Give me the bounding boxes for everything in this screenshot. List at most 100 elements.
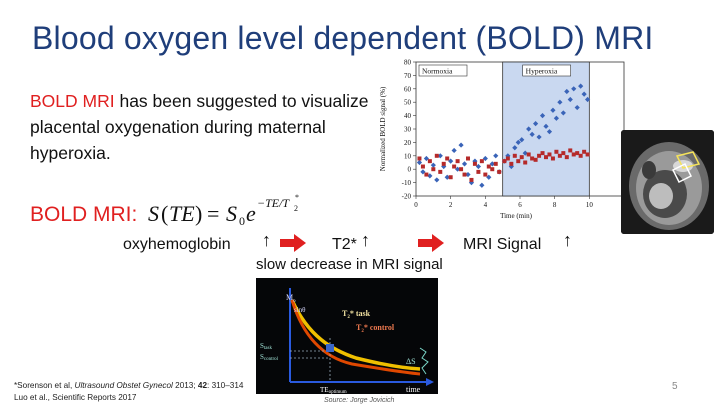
y-tick-label: 0 xyxy=(408,166,412,174)
data-point-blue xyxy=(571,86,577,92)
data-point-blue xyxy=(536,134,542,140)
data-point-blue xyxy=(420,169,426,175)
data-point-red xyxy=(512,153,517,158)
data-point-red xyxy=(466,156,470,161)
data-point-red xyxy=(575,151,580,156)
control-label: T xyxy=(356,323,362,332)
svg-text:T2* control: T2* control xyxy=(356,323,395,334)
data-point-blue xyxy=(574,104,580,111)
data-point-red xyxy=(523,160,528,165)
footnote-line-1: *Sorenson et al, Ultrasound Obstet Gynec… xyxy=(14,381,244,390)
data-point-red xyxy=(505,156,510,161)
data-point-blue xyxy=(451,147,457,154)
svg-text:Mo: Mo xyxy=(286,293,296,304)
data-point-blue xyxy=(515,139,521,145)
delta-bracket xyxy=(419,347,429,375)
data-point-blue xyxy=(519,137,525,143)
footnote: *Sorenson et al, Ultrasound Obstet Gynec… xyxy=(14,380,243,404)
data-point-red xyxy=(516,159,521,164)
inset-x-label: time xyxy=(406,385,421,394)
data-point-red xyxy=(568,148,573,153)
svg-text:0: 0 xyxy=(239,214,245,228)
up-arrow-icon: ↑ xyxy=(262,230,271,250)
svg-text:Stask: Stask xyxy=(260,342,272,351)
data-point-red xyxy=(582,149,587,154)
data-point-red xyxy=(434,153,439,158)
x-tick-label: 0 xyxy=(414,201,418,209)
svg-text:=: = xyxy=(207,201,219,226)
data-point-blue xyxy=(533,121,539,127)
data-point-red xyxy=(497,169,502,174)
svg-text:(: ( xyxy=(161,201,168,226)
bold-chart-svg: Normoxia Hyperoxia-20-1001020304050607080… xyxy=(379,59,628,221)
slide-title: Blood oxygen level dependent (BOLD) MRI xyxy=(32,20,654,56)
flow-t2: T2* xyxy=(332,236,357,253)
data-point-blue xyxy=(461,161,468,167)
data-point-red xyxy=(554,149,559,154)
data-point-red xyxy=(469,177,474,182)
y-axis-label: Normalized BOLD signal (%) xyxy=(379,86,387,171)
hyperoxia-label: Hyperoxia xyxy=(526,67,558,76)
data-point-red xyxy=(493,161,498,166)
y-tick-label: 30 xyxy=(404,126,412,134)
inset-y-label: M xyxy=(286,293,293,302)
data-point-red xyxy=(472,161,477,166)
data-point-red xyxy=(459,167,464,172)
data-point-red xyxy=(550,156,555,161)
data-point-red xyxy=(441,161,446,166)
s-control-label: S xyxy=(260,353,264,361)
task-curve xyxy=(290,299,421,371)
data-point-blue xyxy=(543,123,549,129)
svg-text:−TE/T: −TE/T xyxy=(257,196,290,210)
data-point-red xyxy=(420,164,425,169)
data-point-red xyxy=(547,152,552,157)
up-arrow-icon: ↑ xyxy=(361,230,370,250)
y-tick-label: 40 xyxy=(404,112,412,120)
normoxia-label: Normoxia xyxy=(422,67,453,76)
data-point-red xyxy=(476,169,481,174)
svg-text:2: 2 xyxy=(294,204,298,213)
data-point-red xyxy=(479,159,484,164)
data-point-red xyxy=(578,153,583,158)
svg-text:T2* task: T2* task xyxy=(342,309,371,320)
data-point-red xyxy=(483,172,488,177)
data-point-blue xyxy=(486,174,492,180)
data-point-blue xyxy=(539,113,546,119)
data-point-blue xyxy=(416,159,423,166)
y-tick-label: -10 xyxy=(402,179,412,187)
x-tick-label: 10 xyxy=(586,201,594,209)
y-tick-label: 20 xyxy=(404,139,412,147)
data-point-red xyxy=(537,153,542,158)
data-point-red xyxy=(564,155,569,160)
up-arrow-icon: ↑ xyxy=(563,230,572,250)
data-point-red xyxy=(462,172,467,177)
data-point-blue xyxy=(465,171,471,178)
y-tick-label: 50 xyxy=(404,99,412,107)
x-tick-label: 4 xyxy=(484,201,488,209)
bullet-highlight: BOLD MRI xyxy=(30,91,115,111)
data-point-red xyxy=(540,151,545,156)
data-point-red xyxy=(486,164,491,169)
data-point-red xyxy=(502,159,507,164)
data-point-red xyxy=(557,153,562,158)
data-point-red xyxy=(448,175,453,180)
data-point-red xyxy=(490,167,495,172)
y-tick-label: -20 xyxy=(402,193,412,201)
page-number: 5 xyxy=(672,381,678,392)
data-point-red xyxy=(509,161,514,166)
normoxia-label-box xyxy=(418,64,468,77)
data-point-blue xyxy=(512,145,518,151)
data-point-red xyxy=(533,157,538,162)
data-point-red xyxy=(417,156,422,161)
hyperoxia-region xyxy=(502,61,590,197)
bold-equation: S ( TE ) = S 0 e −TE/T 2 * xyxy=(148,193,299,228)
y-tick-label: 10 xyxy=(404,152,412,160)
hyperoxia-label-box xyxy=(522,64,571,77)
t2-decay-inset: Mo sinθ T2* task T2* control Stask Scont… xyxy=(256,278,438,404)
data-point-blue xyxy=(567,96,573,103)
data-point-red xyxy=(438,169,443,174)
flow-mri-signal: MRI Signal xyxy=(463,236,542,253)
data-point-red xyxy=(431,167,436,172)
data-point-red xyxy=(530,156,535,161)
data-point-blue xyxy=(444,174,450,180)
